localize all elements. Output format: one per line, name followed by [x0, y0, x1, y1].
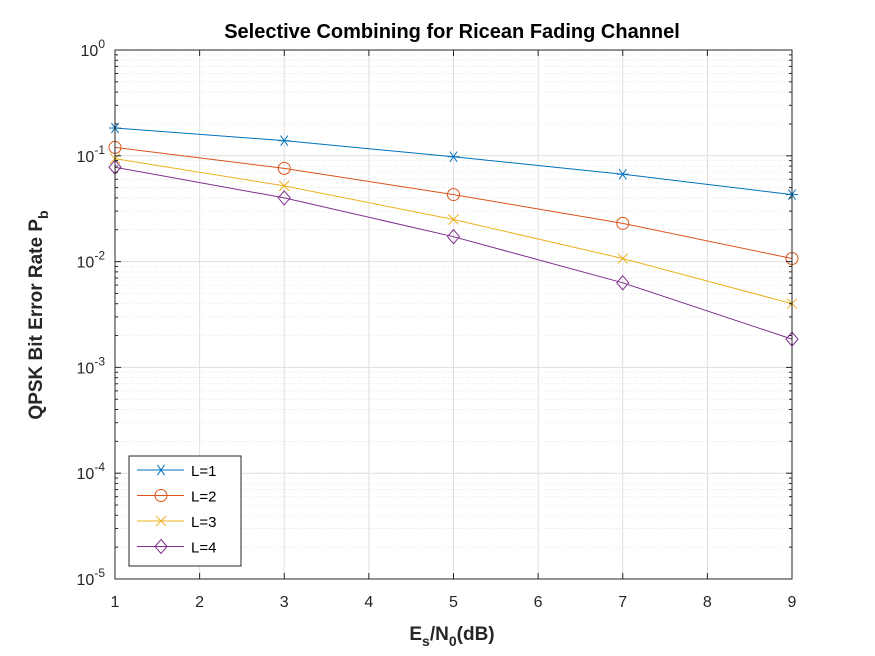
legend-label: L=1: [191, 463, 216, 480]
data-point: [616, 275, 630, 291]
asterisk-marker-stroke: [280, 135, 289, 147]
ticks-layer: [114, 49, 793, 580]
series-line: [114, 166, 793, 340]
legend-label: L=2: [191, 489, 216, 506]
data-point: [617, 253, 629, 264]
y-tick-label: 100: [81, 37, 106, 60]
data-point: [616, 216, 630, 230]
legend-box: [128, 455, 242, 567]
circle-marker: [447, 188, 460, 202]
x-tick-label: 4: [364, 594, 373, 611]
circle-marker: [154, 489, 168, 502]
circle-marker: [277, 161, 291, 175]
x-tick-label: 1: [111, 594, 120, 611]
x-tick-label: 6: [534, 594, 543, 611]
data-point: [447, 151, 460, 163]
legend-entry: L=4: [137, 538, 216, 557]
data-point: [277, 161, 291, 175]
x-tick-labels: 1 2 3 4 5 6 7 8 9: [111, 594, 797, 611]
y-tick-labels: 100 10-1 10-2 10-3 10-4 10-5: [77, 37, 106, 589]
x-tick-label: 2: [195, 594, 204, 611]
y-tick-label: 10-3: [77, 354, 106, 377]
diamond-marker: [616, 275, 630, 291]
data-point: [616, 168, 629, 180]
x-tick-label: 5: [449, 594, 458, 611]
data-point: [155, 464, 167, 476]
diamond-marker: [277, 190, 291, 206]
asterisk-marker-stroke: [156, 464, 166, 476]
legend: L=1 L=2 L=3 L=4: [128, 455, 242, 567]
circle-marker: [616, 216, 630, 230]
x-marker-stroke: [155, 515, 167, 527]
legend-entry: L=2: [137, 489, 216, 506]
x-tick-label: 7: [618, 594, 627, 611]
data-point: [446, 228, 461, 245]
diamond-marker: [446, 228, 461, 245]
x-tick-label: 3: [280, 594, 289, 611]
y-tick-label: 10-2: [77, 249, 106, 272]
x-tick-label: 9: [788, 594, 797, 611]
legend-label: L=3: [191, 514, 216, 531]
minor-grid: [115, 54, 792, 548]
y-axis-label: QPSK Bit Error Rate Pb: [26, 210, 51, 419]
data-point: [278, 135, 291, 147]
y-tick-label: 10-1: [77, 143, 106, 166]
data-point: [448, 214, 459, 225]
series-line: [114, 146, 793, 259]
asterisk-marker-stroke: [449, 151, 458, 163]
diamond-marker: [154, 538, 168, 555]
x-axis-label: Es/N0(dB): [409, 624, 494, 649]
x-marker-stroke: [617, 253, 629, 264]
legend-entry: L=3: [137, 514, 216, 531]
data-point: [154, 489, 168, 502]
chart-title: Selective Combining for Ricean Fading Ch…: [224, 21, 680, 43]
data-point: [277, 190, 291, 206]
x-marker-stroke: [448, 214, 459, 225]
y-tick-label: 10-4: [77, 460, 106, 483]
y-tick-label: 10-5: [77, 566, 106, 589]
asterisk-marker-stroke: [618, 168, 627, 180]
data-point: [278, 180, 290, 192]
legend-entry: L=1: [137, 463, 216, 480]
data-point: [155, 515, 167, 527]
x-marker-stroke: [278, 180, 290, 192]
data-point: [447, 188, 460, 202]
x-tick-label: 8: [703, 594, 712, 611]
data-point: [154, 538, 168, 555]
legend-label: L=4: [191, 540, 216, 557]
